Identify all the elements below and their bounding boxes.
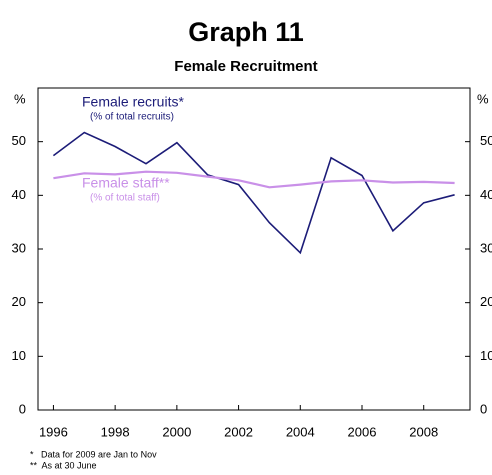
series-note: (% of total staff) bbox=[90, 193, 160, 204]
x-tick-label: 2004 bbox=[286, 424, 315, 439]
chart-title: Graph 11 bbox=[188, 17, 304, 47]
chart-subtitle: Female Recruitment bbox=[174, 58, 317, 75]
y-tick-label: 40 bbox=[12, 187, 26, 202]
series-label: Female recruits* bbox=[82, 94, 184, 110]
y2-tick-label: 0 bbox=[480, 401, 487, 416]
y2-tick-label: 40 bbox=[480, 187, 492, 202]
x-tick-label: 2002 bbox=[224, 424, 253, 439]
x-tick-label: 2000 bbox=[162, 424, 191, 439]
y-tick-label: 0 bbox=[19, 401, 26, 416]
footnote: ** As at 30 June bbox=[30, 460, 97, 470]
series-note: (% of total recruits) bbox=[90, 112, 174, 123]
footnote: * Data for 2009 are Jan to Nov bbox=[30, 449, 157, 459]
y-axis-label: % bbox=[14, 91, 26, 106]
y2-axis-label: % bbox=[477, 91, 489, 106]
series-line bbox=[52, 131, 455, 255]
x-tick-label: 1996 bbox=[39, 424, 68, 439]
series-line bbox=[53, 170, 455, 189]
y-tick-label: 20 bbox=[12, 294, 26, 309]
plot-frame bbox=[37, 87, 471, 411]
y2-tick-label: 20 bbox=[480, 294, 492, 309]
y2-tick-label: 50 bbox=[480, 133, 492, 148]
series-label: Female staff** bbox=[82, 175, 170, 191]
x-tick-label: 1998 bbox=[101, 424, 130, 439]
x-tick-label: 2008 bbox=[409, 424, 438, 439]
y-tick-label: 50 bbox=[12, 133, 26, 148]
x-tick-label: 2006 bbox=[348, 424, 377, 439]
y2-tick-label: 30 bbox=[480, 240, 492, 255]
y-tick-label: 30 bbox=[12, 240, 26, 255]
y2-tick-label: 10 bbox=[480, 348, 492, 363]
y-tick-label: 10 bbox=[12, 348, 26, 363]
